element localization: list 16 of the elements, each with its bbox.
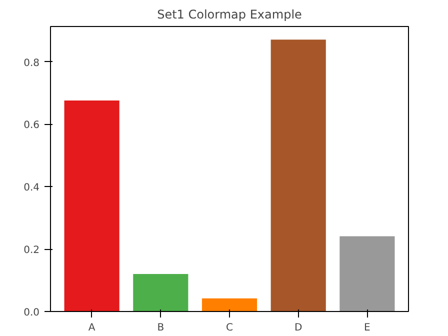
y-tick-label: 0.2 <box>24 245 40 256</box>
x-tick-label: C <box>226 322 234 334</box>
chart-title: Set1 Colormap Example <box>157 8 302 22</box>
bar <box>133 274 188 312</box>
x-tick-label: A <box>88 322 96 334</box>
x-tick-label: D <box>294 322 302 334</box>
bar <box>202 298 258 312</box>
y-tick-label: 0.8 <box>24 58 40 69</box>
y-tick-label: 0.0 <box>24 308 40 318</box>
bar <box>340 236 395 312</box>
x-tick-label: E <box>364 322 370 334</box>
bar <box>64 100 120 312</box>
bar <box>270 40 326 312</box>
y-tick-label: 0.6 <box>24 120 40 132</box>
x-tick-label: B <box>157 322 164 334</box>
y-tick-label: 0.4 <box>24 182 40 194</box>
